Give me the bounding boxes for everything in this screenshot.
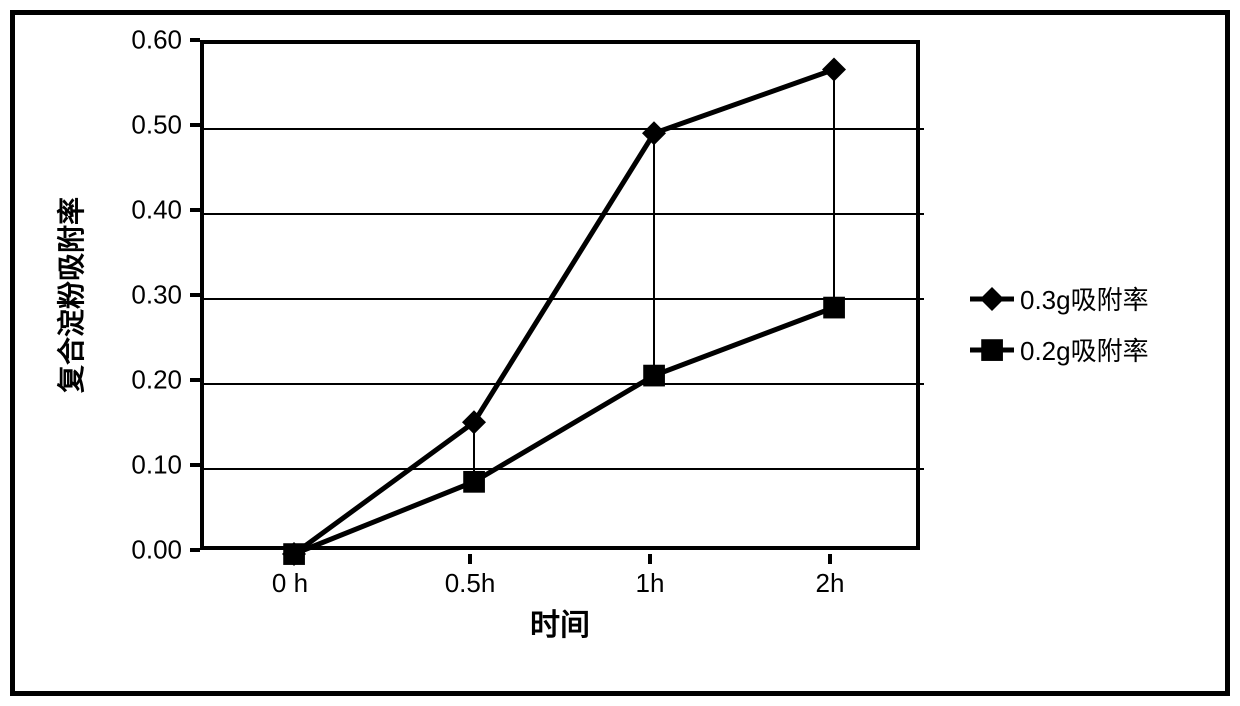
- x-tick-label: 0.5h: [445, 568, 496, 599]
- square-marker: [463, 471, 485, 493]
- square-marker: [823, 297, 845, 319]
- x-tick-label: 2h: [816, 568, 845, 599]
- x-tick-mark: [288, 554, 292, 564]
- y-tick-mark: [190, 38, 200, 42]
- y-tick-mark: [190, 548, 200, 552]
- plot-area: [200, 40, 920, 550]
- diamond-marker: [642, 121, 666, 145]
- x-tick-label: 0 h: [272, 568, 308, 599]
- x-tick-label: 1h: [636, 568, 665, 599]
- legend-item: 0.2g吸附率: [970, 331, 1149, 368]
- legend-label: 0.2g吸附率: [1020, 331, 1149, 368]
- legend: 0.3g吸附率 0.2g吸附率: [970, 280, 1149, 382]
- y-tick-label: 0.00: [110, 535, 182, 566]
- square-marker: [981, 339, 1003, 361]
- y-tick-label: 0.10: [110, 450, 182, 481]
- x-tick-mark: [828, 554, 832, 564]
- x-axis-title: 时间: [530, 600, 590, 644]
- x-tick-mark: [468, 554, 472, 564]
- y-tick-mark: [190, 293, 200, 297]
- y-tick-label: 0.50: [110, 110, 182, 141]
- y-tick-label: 0.40: [110, 195, 182, 226]
- legend-marker: [970, 342, 1014, 358]
- legend-marker: [970, 291, 1014, 307]
- series-line: [294, 308, 834, 555]
- y-tick-mark: [190, 208, 200, 212]
- series-line: [294, 70, 834, 555]
- chart-container: 0.00 0.10 0.20 0.30 0.40 0.50 0.60 0 h 0.5h 1h 2h 复…: [0, 0, 1240, 706]
- y-tick-label: 0.30: [110, 280, 182, 311]
- diamond-marker: [980, 287, 1004, 311]
- x-tick-mark: [648, 554, 652, 564]
- legend-item: 0.3g吸附率: [970, 280, 1149, 317]
- y-tick-mark: [190, 378, 200, 382]
- square-marker: [283, 543, 305, 565]
- y-tick-mark: [190, 463, 200, 467]
- square-marker: [643, 365, 665, 387]
- y-tick-label: 0.60: [110, 25, 182, 56]
- diamond-marker: [822, 58, 846, 82]
- legend-label: 0.3g吸附率: [1020, 280, 1149, 317]
- series-svg: [204, 44, 924, 554]
- y-tick-mark: [190, 123, 200, 127]
- y-tick-label: 0.20: [110, 365, 182, 396]
- y-axis-title: 复合淀粉吸附率: [50, 197, 90, 393]
